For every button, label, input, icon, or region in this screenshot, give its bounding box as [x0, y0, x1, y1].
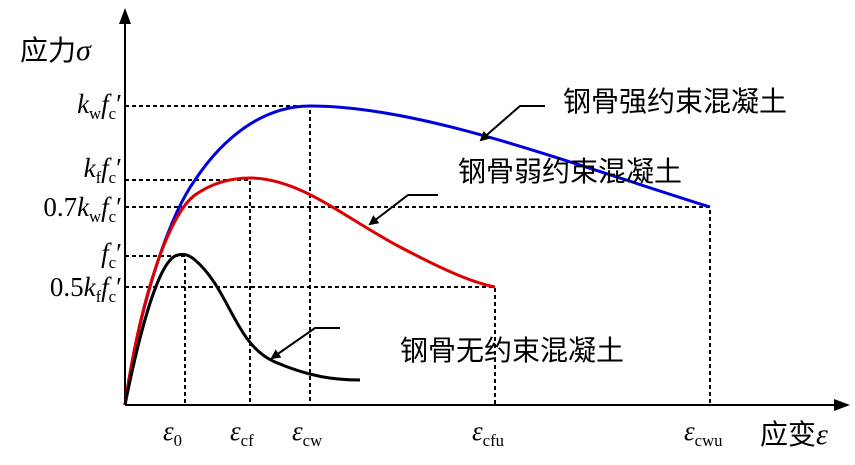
unconfined-curve-leader-arrow [270, 327, 340, 360]
label-weak-confined: 钢骨弱约束混凝土 [458, 155, 683, 188]
label-ecf: εcf [230, 416, 254, 450]
x-axis-title-text: 应变 [760, 418, 817, 451]
label-unconfined: 钢骨无约束混凝土 [400, 334, 625, 367]
guide-fc [125, 255, 186, 405]
label-0p5-kf-fc: 0.5kffc′ [49, 272, 122, 306]
label-0p7-kw-fc: 0.7kwfc′ [43, 192, 122, 226]
label-kf-fc: kffc′ [83, 153, 122, 187]
label-strong-confined: 钢骨强约束混凝土 [563, 85, 788, 118]
label-ecw: εcw [292, 416, 323, 450]
y-axis-symbol: σ [76, 34, 91, 67]
weak-confined-curve [123, 176, 496, 406]
unconfined-curve [123, 252, 361, 406]
x-axis-title: 应变ε [760, 420, 828, 450]
y-axis-title: 应力σ [20, 36, 91, 66]
label-ecwu: εcwu [684, 416, 723, 450]
strong-curve-leader-arrow [479, 105, 545, 142]
x-axis-symbol: ε [816, 418, 828, 451]
x-axis-arrow [834, 399, 850, 411]
label-e0: ε0 [163, 416, 183, 450]
y-axis-title-text: 应力 [20, 34, 77, 67]
label-ecfu: εcfu [472, 416, 505, 450]
y-axis-arrow [119, 8, 131, 24]
guide-kf-fc [125, 179, 251, 405]
guide-0p7-kw-fc [125, 206, 711, 405]
label-kw-fc: kwfc′ [77, 89, 122, 123]
weak-curve-leader-arrow [368, 194, 438, 226]
guide-0p5-kf-fc [125, 286, 496, 405]
label-fc: fc′ [101, 238, 122, 272]
